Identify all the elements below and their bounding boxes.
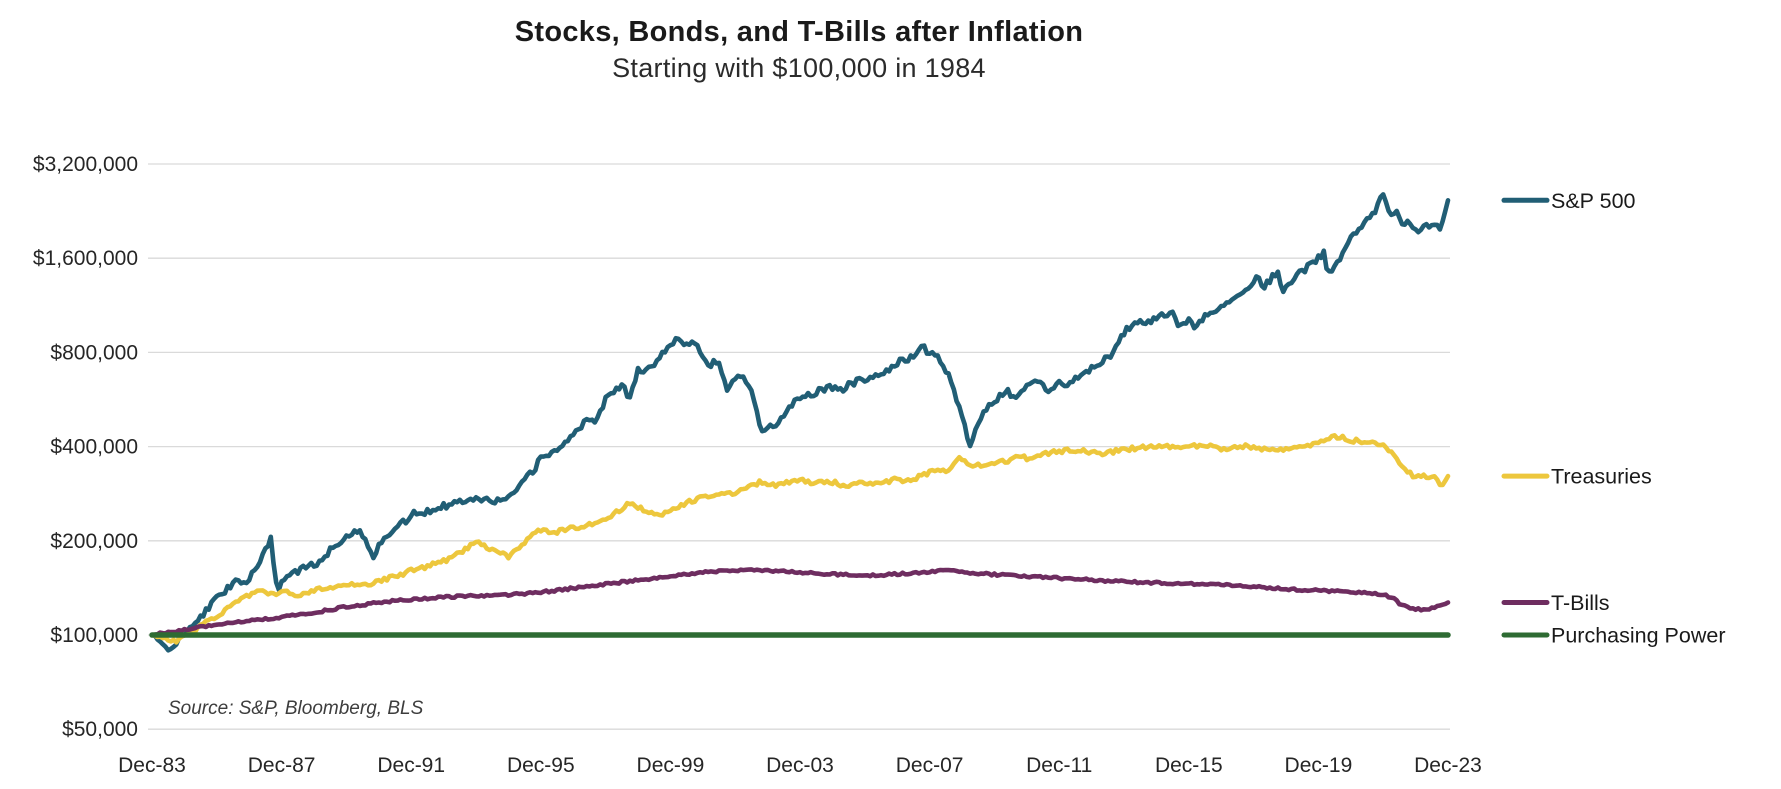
series-line-treasuries: [149, 433, 1451, 645]
y-axis-label: $1,600,000: [33, 247, 138, 270]
x-axis-label: Dec-03: [766, 754, 834, 777]
legend-label-s-p-500: S&P 500: [1551, 189, 1636, 213]
y-axis-label: $200,000: [50, 530, 138, 553]
x-axis-label: Dec-87: [248, 754, 316, 777]
x-axis-label: Dec-23: [1414, 754, 1482, 777]
x-axis-label: Dec-99: [637, 754, 705, 777]
y-axis-label: $50,000: [62, 718, 138, 741]
series-line-t-bills: [149, 567, 1451, 638]
legend-label-t-bills: T-Bills: [1551, 591, 1610, 615]
series-line-s-p-500: [149, 192, 1451, 653]
x-axis-label: Dec-11: [1026, 754, 1092, 777]
y-axis-label: $800,000: [50, 341, 138, 364]
y-axis-label: $3,200,000: [33, 153, 138, 176]
source-note: Source: S&P, Bloomberg, BLS: [168, 698, 424, 719]
x-axis-label: Dec-15: [1155, 754, 1223, 777]
y-axis-label: $100,000: [50, 624, 138, 647]
legend-label-treasuries: Treasuries: [1551, 465, 1652, 489]
x-axis-label: Dec-91: [377, 754, 445, 777]
legend-label-purchasing-power: Purchasing Power: [1551, 624, 1725, 648]
x-axis-label: Dec-19: [1285, 754, 1353, 777]
chart-title: Stocks, Bonds, and T-Bills after Inflati…: [514, 16, 1084, 48]
x-axis-label: Dec-83: [118, 754, 186, 777]
chart-subtitle: Starting with $100,000 in 1984: [612, 53, 986, 83]
x-axis-label: Dec-07: [896, 754, 964, 777]
y-axis-label: $400,000: [50, 436, 138, 459]
x-axis-label: Dec-95: [507, 754, 575, 777]
